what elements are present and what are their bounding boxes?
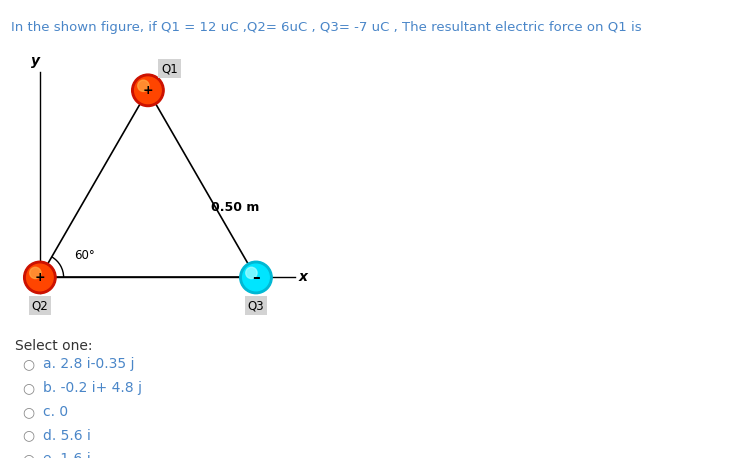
Text: c. 0: c. 0 — [43, 405, 69, 419]
Circle shape — [138, 80, 149, 92]
Text: a. 2.8 i-0.35 j: a. 2.8 i-0.35 j — [43, 357, 135, 371]
Text: b. -0.2 i+ 4.8 j: b. -0.2 i+ 4.8 j — [43, 381, 142, 395]
Text: Q1: Q1 — [161, 62, 178, 75]
Text: y: y — [31, 54, 40, 68]
Text: 0.50 m: 0.50 m — [210, 201, 259, 214]
Text: Q3: Q3 — [248, 299, 264, 312]
Text: In the shown figure, if Q1 = 12 uC ,Q2= 6uC , Q3= -7 uC , The resultant electric: In the shown figure, if Q1 = 12 uC ,Q2= … — [11, 21, 642, 33]
Circle shape — [242, 264, 269, 291]
Circle shape — [239, 261, 272, 294]
Text: e. 1.6 j: e. 1.6 j — [43, 453, 91, 458]
Text: +: + — [142, 84, 153, 97]
Text: 60°: 60° — [75, 249, 95, 262]
Circle shape — [24, 261, 56, 294]
Text: ○: ○ — [22, 429, 34, 442]
Text: Q2: Q2 — [31, 299, 48, 312]
Text: Select one:: Select one: — [15, 339, 93, 353]
Circle shape — [134, 77, 161, 104]
Text: d. 5.6 i: d. 5.6 i — [43, 429, 91, 442]
Text: ○: ○ — [22, 357, 34, 371]
Circle shape — [30, 267, 41, 278]
Text: x: x — [299, 271, 308, 284]
Text: ○: ○ — [22, 405, 34, 419]
Text: +: + — [34, 271, 46, 284]
Text: ○: ○ — [22, 381, 34, 395]
Circle shape — [27, 264, 53, 291]
Circle shape — [245, 267, 257, 278]
Text: ○: ○ — [22, 453, 34, 458]
Circle shape — [132, 74, 164, 107]
Text: –: – — [252, 270, 260, 285]
